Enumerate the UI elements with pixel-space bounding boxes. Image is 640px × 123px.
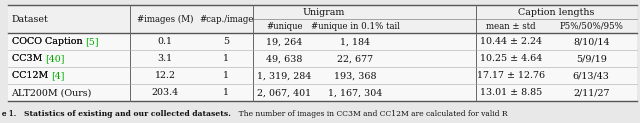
Text: COCO Caption: COCO Caption (12, 37, 85, 46)
Text: Statistics of existing and our collected datasets.: Statistics of existing and our collected… (24, 110, 230, 118)
Text: 193, 368: 193, 368 (334, 71, 376, 80)
Text: Dataset: Dataset (12, 15, 48, 24)
Bar (8, 5, 637, 101)
Text: 8/10/14: 8/10/14 (573, 37, 609, 46)
Text: 5/9/19: 5/9/19 (576, 54, 607, 63)
Bar (8, 5, 637, 33)
Text: 13.01 ± 8.85: 13.01 ± 8.85 (480, 88, 542, 97)
Text: 22, 677: 22, 677 (337, 54, 373, 63)
Text: 1: 1 (223, 71, 229, 80)
Text: CC3M: CC3M (12, 54, 45, 63)
Text: 6/13/43: 6/13/43 (573, 71, 610, 80)
Text: COCO Caption: COCO Caption (12, 37, 85, 46)
Text: 12.2: 12.2 (154, 71, 175, 80)
Text: Caption lengths: Caption lengths (518, 8, 595, 16)
Text: [40]: [40] (45, 54, 65, 63)
Text: 1, 184: 1, 184 (340, 37, 371, 46)
Text: 2/11/27: 2/11/27 (573, 88, 609, 97)
Text: mean ± std: mean ± std (486, 22, 536, 31)
Text: 1, 167, 304: 1, 167, 304 (328, 88, 382, 97)
Text: e 1.: e 1. (2, 110, 24, 118)
Text: [5]: [5] (85, 37, 99, 46)
Text: 19, 264: 19, 264 (266, 37, 303, 46)
Text: ALT200M (Ours): ALT200M (Ours) (12, 88, 92, 97)
Text: 10.25 ± 4.64: 10.25 ± 4.64 (480, 54, 542, 63)
Text: 203.4: 203.4 (152, 88, 179, 97)
Text: #cap./image: #cap./image (199, 15, 253, 24)
Text: e 1.: e 1. (2, 110, 24, 118)
Text: #unique in 0.1% tail: #unique in 0.1% tail (311, 22, 400, 31)
Text: The number of images in CC3M and CC12M are calculated for valid R: The number of images in CC3M and CC12M a… (230, 110, 507, 118)
Text: 10.44 ± 2.24: 10.44 ± 2.24 (480, 37, 542, 46)
Text: P5%/50%/95%: P5%/50%/95% (559, 22, 623, 31)
Text: [4]: [4] (51, 71, 64, 80)
Text: Unigram: Unigram (303, 8, 345, 16)
Text: CC12M: CC12M (12, 71, 51, 80)
Text: CC12M: CC12M (12, 71, 51, 80)
Text: 3.1: 3.1 (157, 54, 173, 63)
Text: 17.17 ± 12.76: 17.17 ± 12.76 (477, 71, 545, 80)
Text: 2, 067, 401: 2, 067, 401 (257, 88, 312, 97)
Text: #unique: #unique (266, 22, 303, 31)
Text: CC3M: CC3M (12, 54, 45, 63)
Text: 5: 5 (223, 37, 229, 46)
Text: 1, 319, 284: 1, 319, 284 (257, 71, 312, 80)
Text: 0.1: 0.1 (157, 37, 172, 46)
Text: 1: 1 (223, 88, 229, 97)
Text: 49, 638: 49, 638 (266, 54, 303, 63)
Text: 1: 1 (223, 54, 229, 63)
Text: #images (M): #images (M) (137, 15, 193, 24)
